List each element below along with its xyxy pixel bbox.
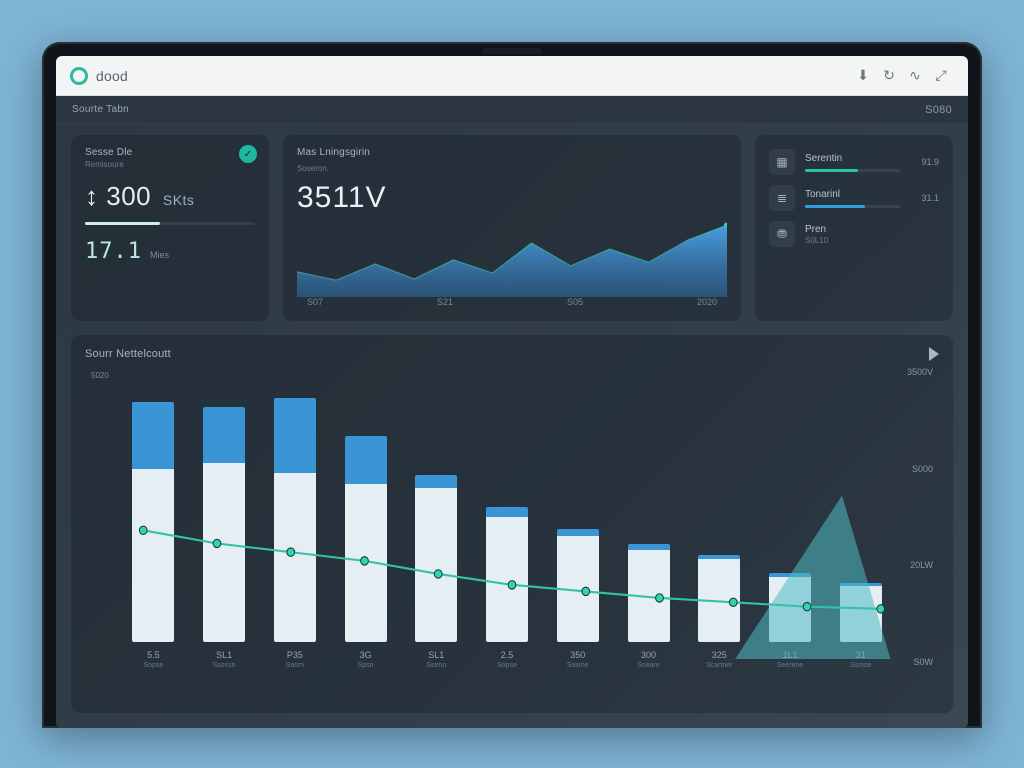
kpi-prefix: ↕	[85, 181, 99, 211]
combo-y-label: 20LW	[907, 558, 933, 572]
laptop-frame: dood ⬇ ↻ ∿ ⤢ Sourte Tabn S080 Sesse Dle …	[42, 42, 982, 728]
area-x-label: 2020	[697, 297, 717, 307]
coins-icon: ⛃	[769, 221, 795, 247]
area-x-label: S05	[567, 297, 583, 307]
list-icon: ≣	[769, 185, 795, 211]
kpi-value: ↕ 300 SKts	[85, 181, 255, 212]
area-sub: Soseron.	[297, 164, 727, 173]
side-list-card: ▦ Serentin 91.9 ≣ Tonarinl 31.1 ⛃ PrenS0L10	[754, 134, 954, 322]
side-row[interactable]: ⛃ PrenS0L10	[769, 221, 939, 247]
side-row[interactable]: ≣ Tonarinl 31.1	[769, 185, 939, 211]
area-x-label: S07	[307, 297, 323, 307]
area-x-labels: S07 S21 S05 2020	[297, 297, 727, 309]
side-label: Pren	[805, 224, 901, 235]
play-icon[interactable]	[929, 347, 939, 361]
download-icon[interactable]: ⬇	[850, 63, 876, 89]
kpi-card: Sesse Dle Remisoure ✓ ↕ 300 SKts 17.1 Mi…	[70, 134, 270, 322]
kpi-subtitle: Remisoure	[85, 160, 255, 169]
combo-title: Sourr Nettelcoutt	[85, 348, 171, 360]
link-icon[interactable]: ∿	[902, 63, 928, 89]
area-header: Mas Lningsgirin	[297, 147, 370, 158]
expand-icon[interactable]: ⤢	[928, 63, 954, 89]
top-toolbar: dood ⬇ ↻ ∿ ⤢	[56, 56, 968, 96]
combo-y-label: S0W	[907, 655, 933, 669]
area-chart-card: Mas Lningsgirin Soseron. 3511V S07 S21 S05…	[282, 134, 742, 322]
content-area: Sesse Dle Remisoure ✓ ↕ 300 SKts 17.1 Mi…	[56, 124, 968, 728]
kpi-secondary: 17.1	[85, 239, 142, 264]
area-x-label: S21	[437, 297, 453, 307]
kpi-progress	[85, 222, 255, 225]
brand-name: dood	[96, 68, 128, 84]
subheader-left: Sourte Tabn	[72, 104, 129, 115]
combo-y-label: 3500V	[907, 365, 933, 379]
kpi-progress-fill	[85, 222, 160, 225]
combo-chart: 5020 5.5SopseSL1SsossnP35Sasrn3GSpsnSL1S…	[85, 365, 939, 701]
laptop-notch	[482, 48, 542, 54]
subheader-right: S080	[925, 104, 952, 116]
kpi-unit: SKts	[163, 192, 195, 208]
screen: dood ⬇ ↻ ∿ ⤢ Sourte Tabn S080 Sesse Dle …	[56, 56, 968, 728]
area-metric: 3511V	[297, 181, 727, 215]
combo-y-labels: 3500V S000 20LW S0W	[907, 365, 933, 669]
side-value: 91.9	[911, 157, 939, 167]
side-value: 31.1	[911, 193, 939, 203]
area-chart	[297, 219, 727, 297]
brand-logo-icon	[70, 67, 88, 85]
kpi-number: 300	[106, 181, 151, 211]
side-sub: S0L10	[805, 236, 901, 245]
combo-y-label: S000	[907, 462, 933, 476]
sub-header: Sourte Tabn S080	[56, 96, 968, 124]
side-row[interactable]: ▦ Serentin 91.9	[769, 149, 939, 175]
combo-chart-card: Sourr Nettelcoutt 5020 5.5SopseSL1Ssossn…	[70, 334, 954, 714]
kpi-secondary-label: Mies	[150, 250, 169, 260]
side-label: Tonarinl	[805, 189, 901, 200]
check-badge-icon: ✓	[239, 145, 257, 163]
side-label: Serentin	[805, 153, 901, 164]
kpi-title: Sesse Dle	[85, 147, 255, 158]
grid-icon: ▦	[769, 149, 795, 175]
refresh-icon[interactable]: ↻	[876, 63, 902, 89]
